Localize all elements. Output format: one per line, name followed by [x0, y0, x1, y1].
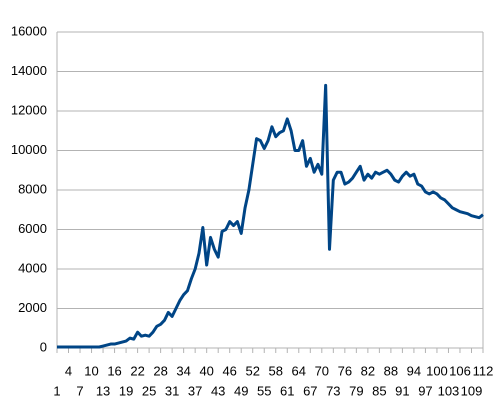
x-tick-label: 112: [473, 363, 494, 378]
x-tick-label: 106: [449, 363, 471, 378]
y-tick-label: 2000: [18, 300, 47, 315]
y-tick-label: 16000: [11, 23, 47, 38]
x-tick-label: 67: [303, 383, 317, 398]
y-tick-label: 4000: [18, 260, 47, 275]
x-tick-label: 73: [326, 383, 340, 398]
x-tick-label: 34: [176, 363, 190, 378]
y-tick-label: 12000: [11, 102, 47, 117]
x-tick-label: 100: [426, 363, 448, 378]
x-tick-label: 25: [142, 383, 156, 398]
x-tick-label: 79: [349, 383, 363, 398]
x-tick-label: 109: [461, 383, 483, 398]
x-tick-label: 46: [222, 363, 236, 378]
x-tick-label: 1: [53, 383, 60, 398]
x-tick-label: 31: [165, 383, 179, 398]
data-line: [57, 83, 484, 349]
x-tick-label: 37: [188, 383, 202, 398]
y-tick-label: 10000: [11, 142, 47, 157]
y-tick-label: 14000: [11, 63, 47, 78]
x-tick-label: 49: [234, 383, 248, 398]
y-tick-label: 0: [40, 339, 47, 354]
x-tick-label: 7: [76, 383, 83, 398]
x-tick-label: 28: [153, 363, 167, 378]
x-tick-label: 10: [84, 363, 98, 378]
x-tick-label: 82: [361, 363, 375, 378]
x-tick-label: 70: [315, 363, 329, 378]
x-tick-label: 13: [96, 383, 110, 398]
x-tick-label: 64: [292, 363, 306, 378]
x-tick-label: 103: [438, 383, 460, 398]
x-tick-label: 61: [280, 383, 294, 398]
x-tick-label: 43: [211, 383, 225, 398]
y-tick-label: 8000: [18, 181, 47, 196]
x-tick-label: 55: [257, 383, 271, 398]
x-tick-label: 22: [130, 363, 144, 378]
x-tick-label: 16: [107, 363, 121, 378]
y-tick-label: 6000: [18, 221, 47, 236]
x-tick-label: 40: [199, 363, 213, 378]
x-tick-label: 97: [418, 383, 432, 398]
x-tick-label: 94: [407, 363, 421, 378]
x-tick-label: 88: [384, 363, 398, 378]
x-tick-label: 52: [245, 363, 259, 378]
x-tick-label: 4: [65, 363, 72, 378]
x-tick-label: 58: [269, 363, 283, 378]
x-tick-label: 91: [395, 383, 409, 398]
x-tick-label: 19: [119, 383, 133, 398]
x-tick-label: 76: [338, 363, 352, 378]
x-tick-label: 85: [372, 383, 386, 398]
